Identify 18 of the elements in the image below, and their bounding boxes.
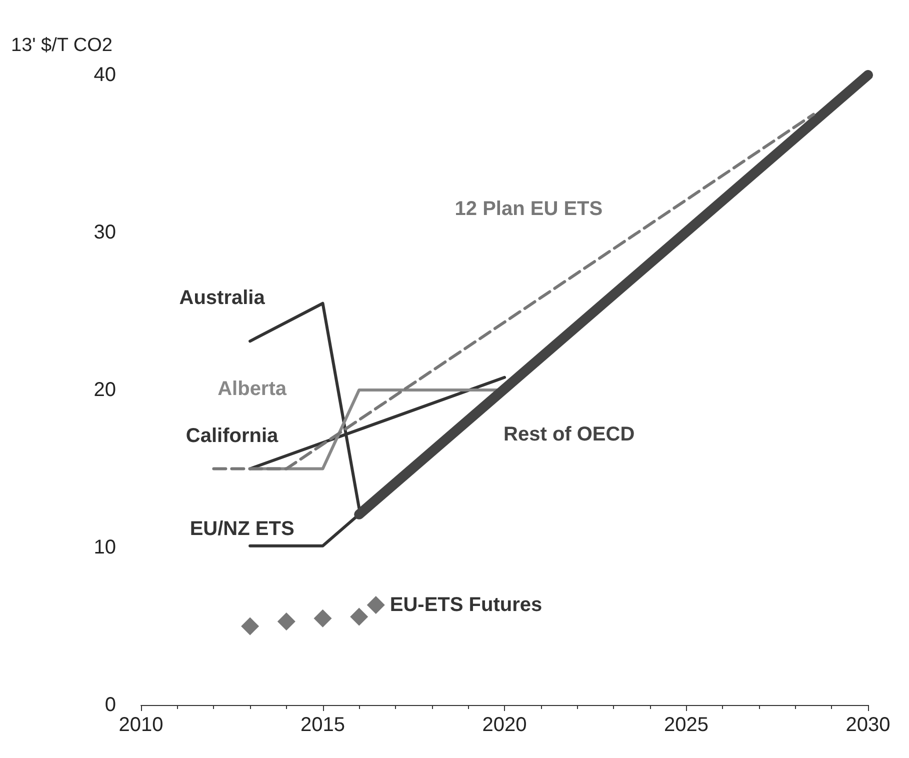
x-tick-label: 2015 — [300, 714, 345, 736]
text: Alberta — [218, 378, 288, 400]
y-tick-label: 30 — [94, 222, 116, 244]
series-label: California — [186, 424, 280, 447]
y-tick-label: 20 — [94, 379, 116, 401]
x-tick-label: 2030 — [846, 714, 890, 736]
series-label: Rest of OECD — [504, 423, 635, 446]
y-axis-title: 13' $/T CO2 — [11, 35, 112, 56]
y-tick-label: 0 — [104, 694, 116, 716]
x-tick-label: 2025 — [664, 714, 708, 736]
x-tick-label: 2010 — [118, 714, 164, 736]
x-tick-label: 2020 — [482, 714, 527, 736]
legend-label: EU-ETS Futures — [390, 594, 542, 616]
y-tick-label: 10 — [94, 536, 116, 558]
series-label: 12 Plan EU ETS — [454, 198, 603, 220]
series-label: EU/NZ ETS — [190, 518, 294, 540]
series-label: Australia — [179, 287, 266, 310]
y-tick-label: 40 — [94, 64, 116, 86]
